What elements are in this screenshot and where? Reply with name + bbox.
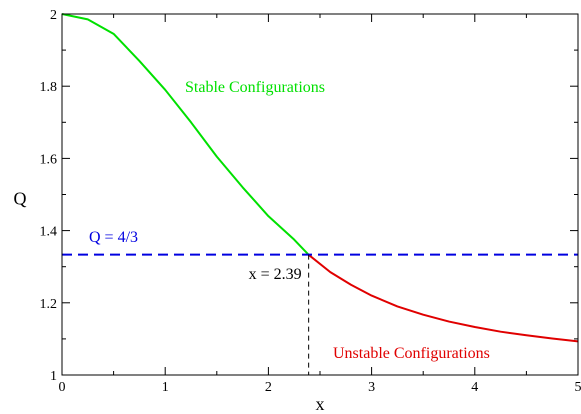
y-tick-label: 1.6 (40, 152, 58, 167)
reference-line-label: Q = 4/3 (89, 229, 138, 246)
marker-line-label: x = 2.39 (249, 266, 302, 283)
stable-series-line (61, 13, 310, 256)
y-tick-label: 2 (50, 8, 57, 23)
x-tick-label: 4 (471, 380, 478, 395)
unstable-series-label: Unstable Configurations (333, 345, 490, 362)
annotations: Stable Configurations Unstable Configurat… (89, 79, 490, 362)
plot-frame (61, 13, 579, 376)
x-tick-label: 1 (162, 380, 169, 395)
y-tick-label: 1.2 (40, 297, 58, 312)
tick-labels: 0 1 2 3 4 511.21.41.61.82 (40, 8, 581, 395)
x-tick-label: 2 (265, 380, 272, 395)
x-tick-label: 0 (59, 380, 66, 395)
tick-marks (61, 13, 579, 376)
x-tick-label: 3 (368, 380, 375, 395)
y-tick-label: 1 (50, 369, 57, 384)
x-axis-title: x (316, 394, 325, 414)
stable-series-label: Stable Configurations (185, 79, 325, 96)
y-axis-title: Q (14, 189, 27, 209)
x-tick-label: 5 (575, 380, 581, 395)
y-tick-label: 1.4 (40, 225, 58, 240)
unstable-series-line (308, 254, 579, 343)
y-tick-label: 1.8 (40, 80, 58, 95)
series-lines (61, 13, 579, 375)
